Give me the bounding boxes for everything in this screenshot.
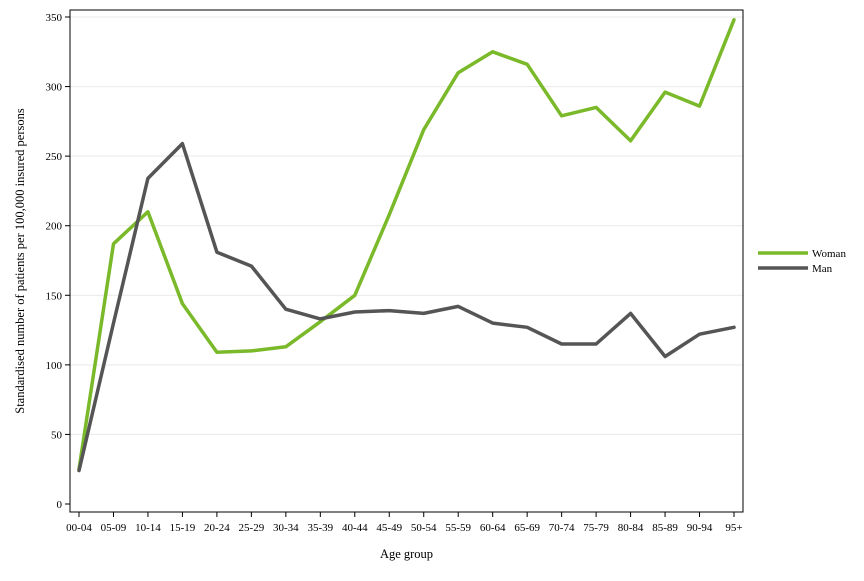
x-tick-label: 15-19 [170,522,196,534]
x-tick-label: 50-54 [411,522,437,534]
y-tick-label: 250 [46,151,63,163]
x-tick-label: 80-84 [618,522,644,534]
x-tick-label: 95+ [725,522,742,534]
x-tick-label: 20-24 [204,522,230,534]
x-tick-label: 05-09 [101,522,127,534]
legend: Woman Man [758,248,846,275]
y-tick-label: 200 [46,221,63,233]
y-tick-label: 350 [46,12,63,24]
x-tick-label: 30-34 [273,522,299,534]
x-axis-title: Age group [380,547,433,561]
plot-frame [69,9,744,513]
axes: 0 50 100 150 200 250 300 350 00-04 05-09 10-14 15-1… [46,12,743,534]
gridlines [70,16,743,435]
x-tick-label: 00-04 [66,522,92,534]
x-tick-label: 70-74 [549,522,575,534]
y-tick-label: 50 [51,429,63,441]
x-tick-label: 90-94 [687,522,713,534]
x-tick-label: 45-49 [376,522,402,534]
x-tick-label: 65-69 [514,522,540,534]
x-tick-label: 40-44 [342,522,368,534]
series-line-woman [77,18,736,471]
y-tick-label: 300 [46,82,63,94]
y-tick-label: 100 [46,360,63,372]
x-tick-label: 35-39 [307,522,333,534]
x-tick-label: 60-64 [480,522,506,534]
legend-label-man: Man [812,263,833,275]
y-axis-title: Standardised number of patients per 100,… [13,108,27,414]
x-tick-label: 85-89 [652,522,678,534]
legend-label-woman: Woman [812,248,846,260]
x-tick-label: 25-29 [239,522,265,534]
y-tick-label: 150 [46,290,63,302]
x-tick-label: 55-59 [445,522,471,534]
x-tick-label: 10-14 [135,522,161,534]
series-lines [77,18,736,473]
x-tick-label: 75-79 [583,522,609,534]
y-tick-label: 0 [57,499,63,511]
series-line-man [77,141,736,473]
